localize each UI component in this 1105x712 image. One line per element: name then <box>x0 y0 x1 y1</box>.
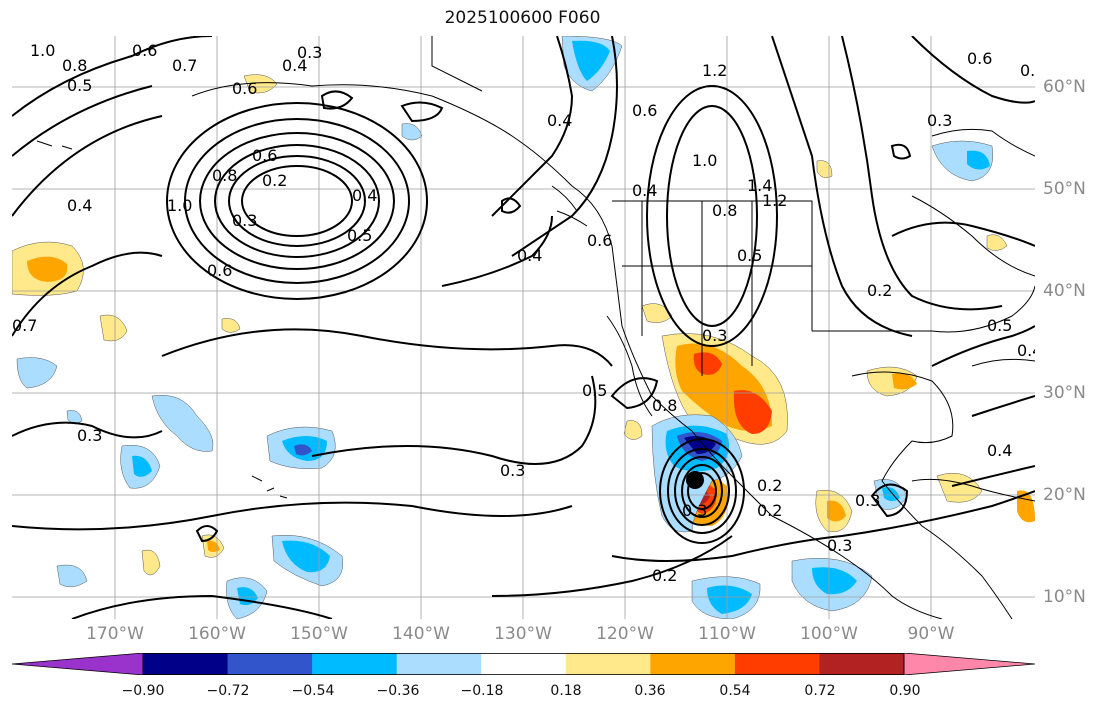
contour-label: 0.5 <box>582 381 607 400</box>
contour-label: 0.6 <box>252 146 277 165</box>
contour-label: 0.4 <box>632 181 657 200</box>
contour-label: 0.4 <box>987 441 1012 460</box>
storm-center-marker <box>686 471 704 489</box>
contour-label: 0.6 <box>207 261 232 280</box>
longitude-label: 130°W <box>494 624 552 644</box>
contour-label: 0.8 <box>62 56 87 75</box>
contour-label: 0.3 <box>702 326 727 345</box>
colorbar-extend-high <box>903 653 1035 675</box>
graticule <box>12 36 1035 619</box>
contour-label: 0.2 <box>757 476 782 495</box>
contour-label: 0.4 <box>1017 341 1035 360</box>
contour-label: 0.3 <box>500 461 525 480</box>
contour-label: 0.5 <box>987 316 1012 335</box>
contour-label: 0.3 <box>232 211 257 230</box>
contour-label: 1.2 <box>762 191 787 210</box>
colorbar-tick-label: −0.54 <box>291 683 335 699</box>
colorbar-segment <box>312 653 398 675</box>
latitude-label: 30°N <box>1043 383 1086 403</box>
map-svg: 1.0 0.8 0.6 0.5 0.7 0.3 0.4 0.6 0.6 0.5 … <box>12 36 1035 619</box>
contour-label-group: 1.0 0.8 0.6 0.5 0.7 0.3 0.4 0.6 0.6 0.5 … <box>12 41 1035 585</box>
colorbar-tick-label: −0.18 <box>460 683 504 699</box>
contour-lines <box>12 36 1035 619</box>
colorbar-tick-label: −0.72 <box>206 683 250 699</box>
contour-label: 0.2 <box>757 501 782 520</box>
colorbar-segment <box>650 653 736 675</box>
contour-label: 0.4 <box>67 196 92 215</box>
contour-label: 0.8 <box>212 166 237 185</box>
latitude-label: 20°N <box>1043 485 1086 505</box>
contour-label: 0.2 <box>262 171 287 190</box>
longitude-label: 100°W <box>800 624 858 644</box>
longitude-label: 110°W <box>698 624 756 644</box>
contour-label: 0.4 <box>517 246 542 265</box>
latitude-label: 10°N <box>1043 587 1086 607</box>
contour-label: 0.4 <box>282 56 307 75</box>
contour-label: 0.2 <box>652 566 677 585</box>
contour-label: 0.3 <box>927 111 952 130</box>
map-frame: 1.0 0.8 0.6 0.5 0.7 0.3 0.4 0.6 0.6 0.5 … <box>12 36 1035 619</box>
colorbar <box>12 653 1035 675</box>
contour-label: 0.6 <box>967 49 992 68</box>
coastlines <box>36 36 1035 619</box>
contour-label: 0.3 <box>855 491 880 510</box>
longitude-label: 160°W <box>188 624 246 644</box>
contour-label: 1.0 <box>30 41 55 60</box>
colorbar-segment <box>819 653 905 675</box>
longitude-label: 150°W <box>290 624 348 644</box>
colorbar-outline <box>142 653 905 675</box>
contour-label: 0.3 <box>297 43 322 62</box>
colorbar-segment <box>143 653 229 675</box>
contour-label: 0.6 <box>132 41 157 60</box>
contour-label: 0.3 <box>77 426 102 445</box>
contour-label: 0.5 <box>67 76 92 95</box>
contour-label: 1.0 <box>167 196 192 215</box>
colorbar-segment <box>227 653 313 675</box>
longitude-label: 140°W <box>392 624 450 644</box>
latitude-label: 60°N <box>1043 77 1086 97</box>
contour-label: 0.5 <box>347 226 372 245</box>
colorbar-segment <box>734 653 820 675</box>
contour-label: 1.0 <box>692 151 717 170</box>
colorbar-tick-label: 0.36 <box>634 683 666 699</box>
contour-label: 1.4 <box>747 176 772 195</box>
longitude-label: 170°W <box>86 624 144 644</box>
colorbar-tick-label: 0.18 <box>550 683 582 699</box>
contour-label: 0.4 <box>352 186 377 205</box>
contour-label: 1.2 <box>702 61 727 80</box>
colorbar-segment <box>481 653 567 675</box>
contour-label: 0.6 <box>232 79 257 98</box>
contour-label: 0.5 <box>1020 61 1035 80</box>
colorbar-extend-low <box>12 653 144 675</box>
contour-label: 0.4 <box>547 111 572 130</box>
longitude-label: 120°W <box>596 624 654 644</box>
contour-label: 0.7 <box>12 316 37 335</box>
latitude-label: 50°N <box>1043 179 1086 199</box>
colorbar-tick-label: 0.90 <box>889 683 921 699</box>
latitude-label: 40°N <box>1043 281 1086 301</box>
negative-shading <box>16 36 994 619</box>
longitude-label: 90°W <box>907 624 955 644</box>
contour-label: 0.6 <box>632 101 657 120</box>
contour-label: 0.7 <box>172 56 197 75</box>
contour-label: 0.6 <box>587 231 612 250</box>
contour-label: 0.3 <box>827 536 852 555</box>
map-title: 2025100600 F060 <box>444 8 601 28</box>
contour-label: 0.5 <box>737 246 762 265</box>
colorbar-tick-label: 0.54 <box>719 683 751 699</box>
contour-label: 0.8 <box>712 201 737 220</box>
colorbar-segment <box>396 653 482 675</box>
contour-label: 0.8 <box>652 396 677 415</box>
colorbar-tick-label: −0.36 <box>376 683 420 699</box>
colorbar-tick-label: −0.90 <box>121 683 165 699</box>
contour-label: 0.3 <box>682 501 707 520</box>
colorbar-tick-label: 0.72 <box>804 683 836 699</box>
colorbar-segment <box>565 653 651 675</box>
contour-label: 0.2 <box>867 281 892 300</box>
